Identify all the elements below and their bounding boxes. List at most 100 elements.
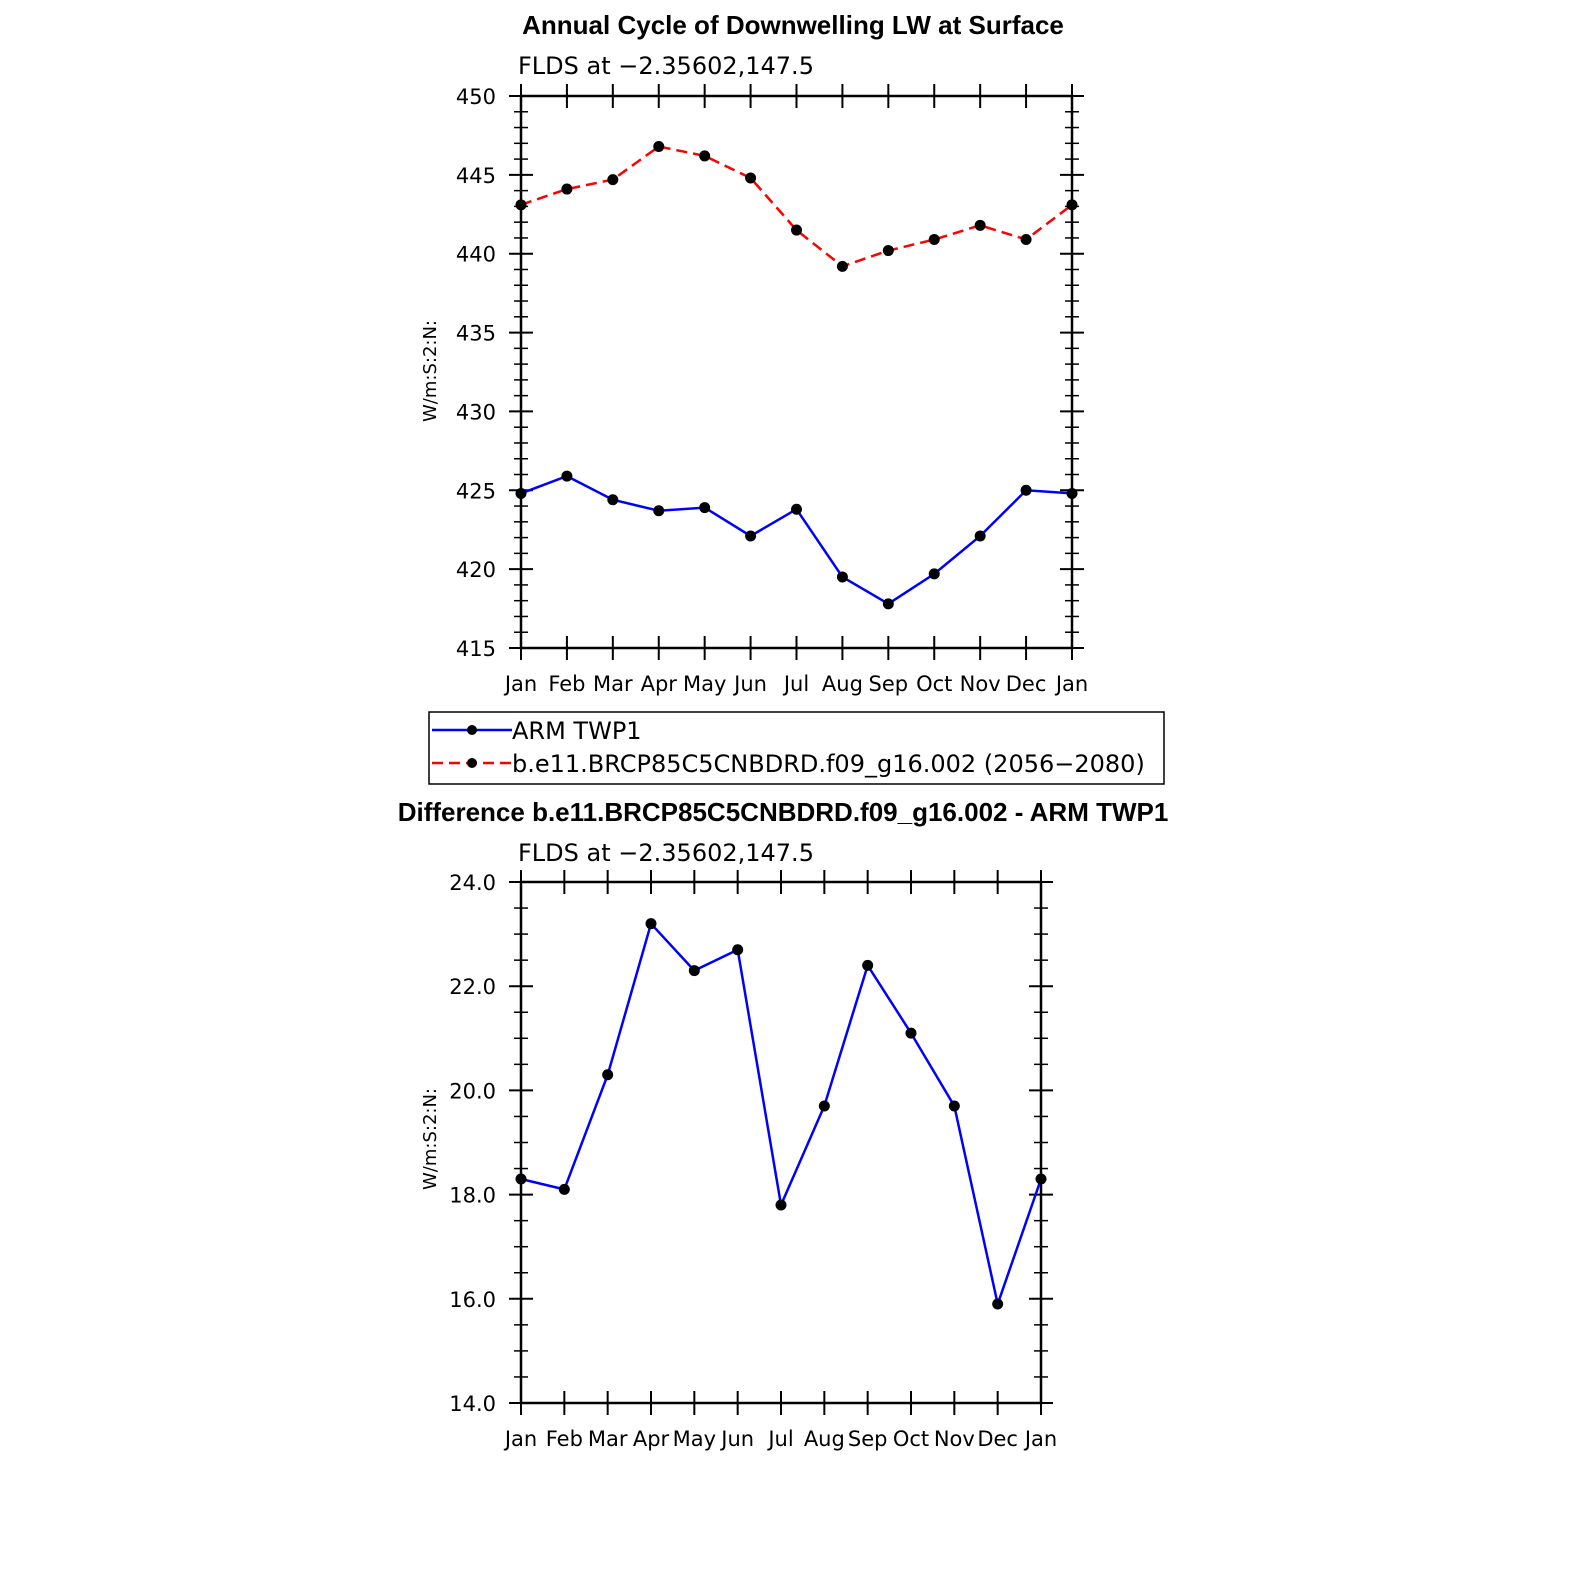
data-point <box>699 150 711 162</box>
y-tick-label: 18.0 <box>449 1184 496 1208</box>
data-point <box>882 245 894 257</box>
y-tick-label: 445 <box>456 164 496 188</box>
x-tick-label: Jul <box>782 672 809 696</box>
data-point <box>974 219 986 231</box>
chart-subtitle: FLDS at −2.35602,147.5 <box>518 839 814 867</box>
data-point <box>745 172 757 184</box>
x-tick-label: Jun <box>719 1427 754 1451</box>
y-tick-label: 440 <box>456 243 496 267</box>
x-tick-label: Oct <box>893 1427 929 1451</box>
data-point <box>1020 234 1032 246</box>
x-tick-label: May <box>683 672 726 696</box>
data-point <box>602 1069 614 1081</box>
data-point <box>791 224 802 236</box>
axes <box>509 84 1084 660</box>
data-point <box>515 487 527 499</box>
y-tick-label: 430 <box>456 400 496 424</box>
legend-label-arm: ARM TWP1 <box>512 717 642 745</box>
data-point <box>653 140 665 152</box>
data-point <box>791 503 802 515</box>
x-tick-label: Mar <box>588 1427 628 1451</box>
data-point <box>1020 484 1032 496</box>
data-point <box>775 1199 787 1211</box>
y-axis-label: W/m:S:2:N: <box>420 1088 441 1190</box>
y-tick-label: 450 <box>456 85 496 109</box>
data-point <box>699 502 711 514</box>
legend-marker-model <box>467 758 477 768</box>
x-tick-label: Feb <box>546 1427 583 1451</box>
x-tick-label: Jan <box>1054 672 1088 696</box>
series-lines <box>515 918 1047 1310</box>
y-tick-label: 14.0 <box>449 1392 496 1416</box>
data-point <box>882 598 894 610</box>
y-tick-label: 24.0 <box>449 871 496 895</box>
y-tick-label: 20.0 <box>449 1079 496 1103</box>
difference-chart: Difference b.e11.BRCP85C5CNBDRD.f09_g16.… <box>398 797 1169 1451</box>
data-point <box>561 470 573 482</box>
y-tick-label: 420 <box>456 558 496 582</box>
y-tick-label: 22.0 <box>449 975 496 999</box>
legend-marker-arm <box>467 725 477 735</box>
data-point <box>1066 487 1078 499</box>
chart-title: Difference b.e11.BRCP85C5CNBDRD.f09_g16.… <box>398 797 1169 827</box>
data-point <box>745 530 757 542</box>
chart-title: Annual Cycle of Downwelling LW at Surfac… <box>522 10 1064 40</box>
data-point <box>905 1027 917 1039</box>
plot-frame <box>519 94 1074 650</box>
x-tick-label: Dec <box>977 1427 1018 1451</box>
data-point <box>928 234 940 246</box>
y-axis-label: W/m:S:2:N: <box>420 320 441 422</box>
y-tick-label: 415 <box>456 637 496 661</box>
y-tick-label: 435 <box>456 322 496 346</box>
data-point <box>515 199 527 211</box>
legend: ARM TWP1 b.e11.BRCP85C5CNBDRD.f09_g16.00… <box>428 711 1165 785</box>
data-point <box>836 571 848 583</box>
data-point <box>928 568 940 580</box>
data-point <box>558 1183 570 1195</box>
x-tick-label: Jan <box>503 672 537 696</box>
x-tick-label: Aug <box>804 1427 845 1451</box>
data-point <box>688 965 700 977</box>
x-tick-label: Jul <box>766 1427 793 1451</box>
data-point <box>992 1298 1004 1310</box>
y-tick-label: 425 <box>456 479 496 503</box>
data-point <box>836 260 848 272</box>
data-point <box>607 494 619 506</box>
data-point <box>515 1173 527 1185</box>
legend-label-model: b.e11.BRCP85C5CNBDRD.f09_g16.002 (2056−2… <box>512 750 1145 778</box>
x-tick-label: Mar <box>593 672 633 696</box>
data-point <box>1066 199 1078 211</box>
x-tick-label: Dec <box>1006 672 1047 696</box>
data-point <box>948 1100 960 1112</box>
x-tick-label: Sep <box>848 1427 888 1451</box>
data-point <box>1035 1173 1047 1185</box>
x-tick-label: Apr <box>641 672 678 696</box>
series-line <box>520 921 1043 1309</box>
x-tick-label: May <box>673 1427 716 1451</box>
data-point <box>607 174 619 186</box>
chart-subtitle: FLDS at −2.35602,147.5 <box>518 52 814 80</box>
data-point <box>818 1100 830 1112</box>
data-point <box>653 505 665 517</box>
x-tick-label: Feb <box>548 672 585 696</box>
x-tick-label: Oct <box>916 672 952 696</box>
annual-cycle-chart: Annual Cycle of Downwelling LW at Surfac… <box>420 10 1088 696</box>
x-tick-label: Nov <box>960 672 1001 696</box>
y-tick-label: 16.0 <box>449 1288 496 1312</box>
data-point <box>974 530 986 542</box>
data-point <box>732 944 744 956</box>
x-tick-label: Nov <box>934 1427 975 1451</box>
legend-box <box>428 711 1165 785</box>
data-point <box>645 918 657 930</box>
data-point <box>561 183 573 195</box>
series-line <box>520 145 1073 268</box>
series-lines <box>515 140 1078 610</box>
x-tick-label: Jan <box>1023 1427 1057 1451</box>
axes <box>509 870 1053 1415</box>
x-tick-label: Apr <box>633 1427 670 1451</box>
x-tick-label: Jan <box>503 1427 537 1451</box>
x-tick-label: Jun <box>732 672 767 696</box>
